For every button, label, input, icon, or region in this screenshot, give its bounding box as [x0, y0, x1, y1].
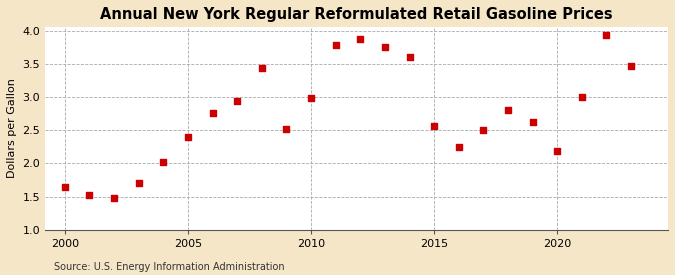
Point [527, 120, 538, 124]
Point [133, 181, 144, 186]
Point [330, 43, 341, 47]
Point [601, 32, 612, 37]
Point [158, 160, 169, 164]
Point [306, 95, 317, 100]
Text: Source: U.S. Energy Information Administration: Source: U.S. Energy Information Administ… [54, 262, 285, 272]
Point [59, 185, 70, 189]
Y-axis label: Dollars per Gallon: Dollars per Gallon [7, 79, 17, 178]
Point [503, 108, 514, 112]
Point [182, 135, 193, 139]
Point [576, 95, 587, 99]
Point [552, 149, 563, 154]
Point [454, 145, 464, 149]
Point [404, 55, 415, 59]
Point [355, 36, 366, 41]
Point [281, 127, 292, 131]
Point [232, 99, 242, 103]
Point [84, 192, 95, 197]
Point [256, 65, 267, 70]
Point [478, 128, 489, 132]
Point [207, 111, 218, 115]
Point [379, 44, 390, 49]
Point [626, 64, 637, 69]
Title: Annual New York Regular Reformulated Retail Gasoline Prices: Annual New York Regular Reformulated Ret… [101, 7, 613, 22]
Point [109, 196, 119, 200]
Point [429, 123, 439, 128]
